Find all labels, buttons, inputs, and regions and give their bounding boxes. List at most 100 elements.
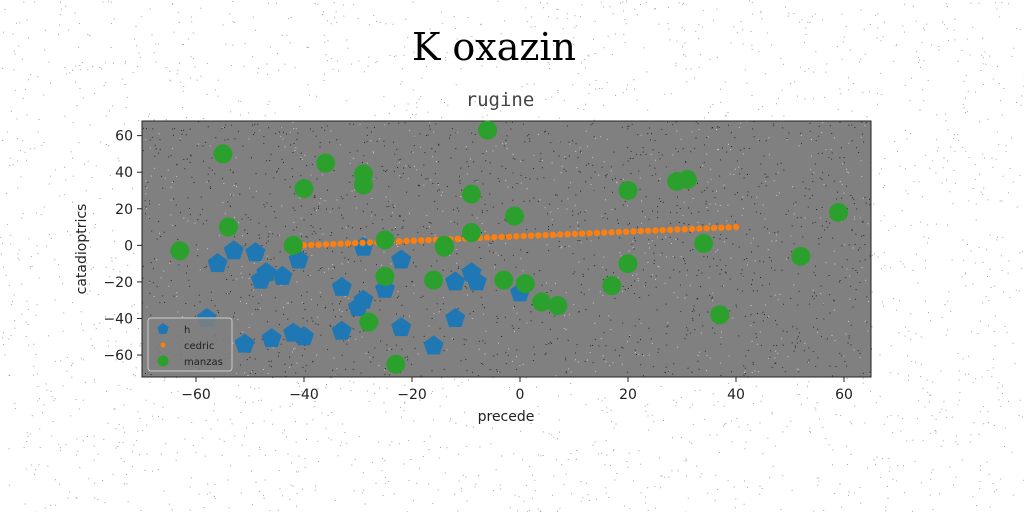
data-point (445, 308, 466, 327)
data-point (283, 235, 303, 255)
data-point (410, 237, 418, 244)
data-point (386, 354, 406, 374)
x-tick-label: −40 (289, 387, 319, 403)
data-point (608, 229, 615, 236)
data-point (395, 238, 403, 245)
data-point (261, 328, 282, 348)
data-point (207, 253, 228, 273)
data-point (353, 289, 374, 309)
data-point (542, 231, 549, 239)
legend-item-cedric: cedric (160, 341, 214, 352)
legend-label: manzas (184, 357, 223, 368)
data-point (618, 254, 638, 274)
data-point (593, 229, 601, 237)
data-point (644, 227, 652, 234)
series-layer (170, 120, 849, 374)
legend-marker (160, 342, 166, 348)
data-point (549, 231, 557, 239)
x-tick-label: 20 (619, 387, 637, 403)
data-point (337, 240, 344, 247)
y-tick-label: 20 (115, 202, 133, 218)
plot-frame (141, 120, 872, 378)
data-point (294, 179, 314, 199)
data-point (391, 249, 412, 269)
data-point (829, 202, 849, 222)
data-point (696, 225, 703, 232)
data-point (564, 230, 571, 238)
data-point (532, 292, 552, 312)
data-point (659, 226, 666, 234)
data-point (520, 232, 527, 240)
data-point (352, 239, 359, 247)
data-point (681, 226, 688, 233)
data-point (498, 233, 505, 241)
data-point (391, 317, 412, 337)
data-point (423, 335, 444, 355)
data-point (505, 233, 513, 240)
data-point (491, 234, 498, 241)
data-point (527, 232, 535, 239)
data-point (513, 233, 520, 240)
data-point (694, 234, 714, 254)
data-point (417, 237, 425, 244)
data-point (601, 229, 608, 236)
data-point (652, 227, 659, 234)
data-point (630, 228, 637, 235)
data-point (375, 230, 395, 250)
data-point (272, 265, 293, 285)
data-point (494, 270, 514, 290)
data-point (445, 271, 466, 291)
data-point (344, 240, 352, 247)
y-axis-label: catadioptrics (74, 204, 90, 295)
x-tick-label: 60 (835, 387, 853, 403)
data-point (454, 235, 461, 243)
legend-label: cedric (184, 341, 214, 352)
legend: h cedric manzas (147, 317, 233, 372)
data-point (245, 242, 266, 262)
data-point (294, 326, 314, 346)
y-tick-label: −40 (103, 311, 133, 327)
data-point (331, 276, 352, 296)
data-point (483, 234, 491, 241)
series-manzas (170, 120, 849, 374)
chart-suptitle: K oxazin (412, 25, 576, 69)
chart-title: rugine (466, 89, 535, 111)
data-point (732, 223, 740, 231)
data-point (791, 246, 811, 266)
data-point (515, 274, 535, 294)
data-point (322, 241, 330, 248)
data-point (466, 271, 487, 291)
data-point (710, 305, 730, 325)
legend-item-h: h (157, 323, 190, 336)
data-point (425, 236, 432, 244)
y-tick-label: −20 (103, 275, 133, 291)
x-tick-label: −60 (181, 387, 211, 403)
y-tick-label: 60 (115, 129, 133, 145)
data-point (618, 180, 638, 200)
data-point (359, 312, 379, 332)
data-point (234, 333, 255, 353)
legend-box (147, 317, 233, 372)
x-tick-label: 0 (516, 387, 525, 403)
data-point (256, 262, 277, 282)
data-point (331, 320, 352, 340)
data-point (710, 224, 718, 232)
data-point (170, 241, 190, 261)
data-point (330, 240, 337, 248)
data-point (461, 184, 481, 204)
data-point (688, 225, 696, 233)
data-point (637, 227, 645, 235)
y-axis: −60 −40 −20 0 20 40 60 (103, 129, 142, 364)
data-point (677, 170, 697, 190)
data-point (535, 232, 542, 239)
legend-marker (157, 323, 169, 334)
data-point (223, 240, 244, 260)
x-axis: −60 −40 −20 0 20 40 60 (181, 377, 853, 403)
data-point (615, 228, 623, 236)
y-tick-label: −60 (103, 348, 133, 364)
data-point (602, 276, 622, 296)
data-point (375, 266, 395, 286)
data-point (548, 296, 568, 316)
data-point (308, 241, 315, 249)
y-tick-label: 0 (124, 238, 133, 254)
